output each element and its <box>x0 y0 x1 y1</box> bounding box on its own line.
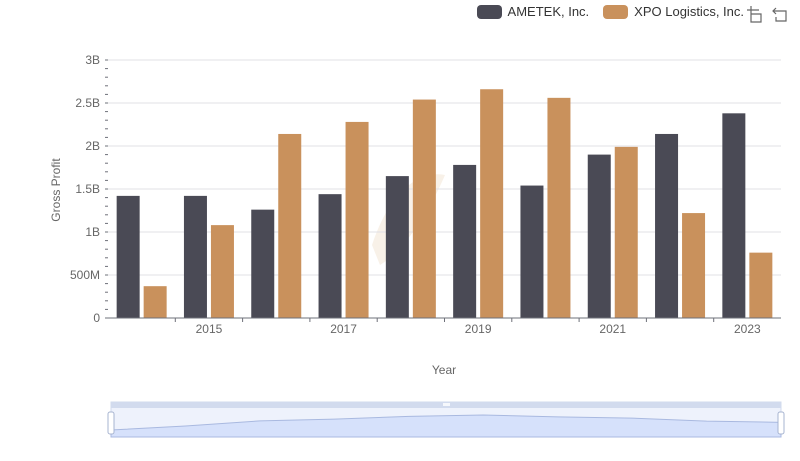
bar-xpo <box>682 213 706 318</box>
y-tick-label: 2B <box>85 139 100 153</box>
y-tick-label: 3B <box>85 53 100 67</box>
bars <box>116 89 773 319</box>
y-tick-label: 0 <box>93 311 100 325</box>
legend-label-ametek: AMETEK, Inc. <box>507 4 590 19</box>
slider-handle-left[interactable] <box>107 411 115 435</box>
legend-label-xpo: XPO Logistics, Inc. <box>634 4 744 19</box>
bar-xpo <box>480 89 504 319</box>
y-tick-label: 2.5B <box>75 96 100 110</box>
bar-ametek <box>587 154 611 318</box>
bar-xpo <box>278 133 302 318</box>
legend-item-ametek[interactable]: AMETEK, Inc. <box>476 4 590 19</box>
x-tick-label: 2019 <box>465 322 492 336</box>
toolbox <box>746 5 790 23</box>
bar-xpo <box>143 286 167 318</box>
legend-swatch-ametek <box>476 4 502 19</box>
grid-lines <box>108 59 781 276</box>
y-tick-label: 500M <box>70 268 100 282</box>
bar-ametek <box>183 195 207 318</box>
x-axis-ticks: 2015 2017 2019 2021 2023 <box>174 318 761 336</box>
y-axis-title: Gross Profit <box>49 158 63 222</box>
bar-ametek <box>520 185 544 318</box>
x-tick-label: 2017 <box>330 322 357 336</box>
bar-ametek <box>655 133 679 318</box>
bar-ametek <box>116 195 140 318</box>
bar-ametek <box>251 209 275 318</box>
bar-ametek <box>722 113 746 318</box>
restore-icon[interactable] <box>772 5 790 23</box>
y-tick-label: 1B <box>85 225 100 239</box>
bar-xpo <box>412 99 436 318</box>
slider-handle-right[interactable] <box>777 411 785 435</box>
bar-ametek <box>453 164 477 318</box>
legend: AMETEK, Inc. XPO Logistics, Inc. <box>476 4 744 19</box>
bar-xpo <box>614 146 638 318</box>
x-axis-title: Year <box>432 363 456 377</box>
x-tick-label: 2023 <box>734 322 761 336</box>
bar-xpo <box>547 97 571 318</box>
bar-ametek <box>318 194 342 318</box>
x-tick-label: 2021 <box>599 322 626 336</box>
slider-grip[interactable] <box>443 403 450 406</box>
data-zoom-slider[interactable] <box>107 401 785 438</box>
y-axis-ticks: 0 500M 1B 1.5B 2B 2.5B 3B <box>70 53 108 325</box>
legend-item-xpo[interactable]: XPO Logistics, Inc. <box>603 4 744 19</box>
data-zoom-icon[interactable] <box>746 5 764 23</box>
bar-xpo <box>749 252 773 318</box>
bar-xpo <box>210 225 234 318</box>
bar-xpo <box>345 121 369 318</box>
bar-ametek <box>385 176 409 318</box>
legend-swatch-xpo <box>603 4 629 19</box>
y-tick-label: 1.5B <box>75 182 100 196</box>
x-tick-label: 2015 <box>196 322 223 336</box>
